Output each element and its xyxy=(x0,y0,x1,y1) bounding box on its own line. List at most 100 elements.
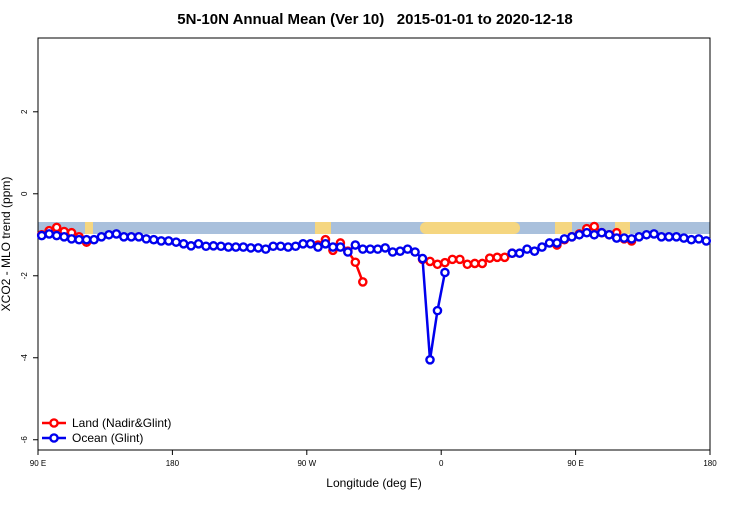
point xyxy=(171,237,181,247)
point xyxy=(350,257,361,268)
point xyxy=(559,234,570,244)
point xyxy=(656,232,667,242)
point xyxy=(701,236,712,246)
x-tick-label: 90 E xyxy=(567,459,583,468)
point xyxy=(305,238,316,249)
point xyxy=(216,241,226,252)
point xyxy=(694,234,704,244)
point xyxy=(148,234,159,245)
point xyxy=(634,232,644,242)
point xyxy=(51,222,62,233)
point xyxy=(238,242,249,252)
point xyxy=(589,221,600,232)
y-axis-label: XCO2 - MLO trend (ppm) xyxy=(0,177,13,312)
point xyxy=(574,229,585,240)
point xyxy=(201,241,211,252)
point xyxy=(104,229,114,240)
point xyxy=(133,232,144,242)
point xyxy=(96,232,107,242)
point xyxy=(44,229,55,239)
point xyxy=(544,238,555,248)
point xyxy=(193,238,204,249)
y-tick-label: -2 xyxy=(20,272,29,280)
point xyxy=(567,232,577,242)
point xyxy=(59,232,69,242)
legend-marker xyxy=(49,433,59,443)
point xyxy=(522,244,532,254)
point xyxy=(402,244,413,254)
point xyxy=(156,236,166,246)
x-tick-label: 90 W xyxy=(297,459,316,468)
point xyxy=(290,241,301,252)
point xyxy=(432,305,443,316)
point xyxy=(365,244,376,254)
point xyxy=(81,234,92,245)
point xyxy=(455,254,465,265)
point xyxy=(664,232,674,242)
point xyxy=(537,242,547,252)
land-patch xyxy=(420,222,520,234)
point xyxy=(141,234,152,244)
point xyxy=(649,229,659,239)
y-tick-label: -4 xyxy=(20,354,29,362)
point xyxy=(671,232,682,242)
point xyxy=(604,229,615,240)
point xyxy=(335,242,346,252)
x-tick-label: 180 xyxy=(166,459,180,468)
point xyxy=(425,256,435,267)
point xyxy=(372,244,383,254)
point xyxy=(231,242,241,252)
point xyxy=(66,234,77,244)
point xyxy=(596,227,607,238)
point xyxy=(350,240,361,250)
point xyxy=(387,247,398,257)
point xyxy=(499,252,510,263)
point xyxy=(432,259,443,270)
point xyxy=(462,259,473,270)
x-tick-label: 90 E xyxy=(30,459,46,468)
point xyxy=(440,267,450,278)
point xyxy=(589,229,600,240)
y-tick-label: 2 xyxy=(20,109,29,114)
point xyxy=(417,253,428,264)
point xyxy=(253,243,264,253)
point xyxy=(484,253,495,263)
point xyxy=(343,247,353,257)
map-strip xyxy=(38,222,710,234)
x-axis-label: Longitude (deg E) xyxy=(326,476,421,490)
point xyxy=(410,247,420,257)
point xyxy=(582,227,592,238)
point xyxy=(223,242,234,252)
point xyxy=(529,246,540,256)
chart-title: 5N-10N Annual Mean (Ver 10) 2015-01-01 t… xyxy=(177,11,572,28)
point xyxy=(268,241,279,252)
point xyxy=(641,229,652,240)
point xyxy=(328,242,338,252)
point xyxy=(552,238,562,248)
land-patch xyxy=(555,222,572,234)
point xyxy=(119,232,129,242)
point xyxy=(283,242,293,252)
point xyxy=(208,241,219,251)
land-patch xyxy=(85,222,93,234)
y-tick-label: -6 xyxy=(20,436,29,444)
point xyxy=(51,230,62,241)
point xyxy=(686,234,697,245)
point xyxy=(186,241,196,251)
point xyxy=(507,248,517,259)
point xyxy=(514,248,525,259)
point xyxy=(477,258,488,269)
point xyxy=(275,241,286,252)
legend-label: Land (Nadir&Glint) xyxy=(72,416,171,430)
point xyxy=(36,230,47,241)
point xyxy=(298,238,308,249)
y-tick-label: 0 xyxy=(20,191,29,196)
point xyxy=(74,234,84,245)
point xyxy=(395,246,405,256)
legend-label: Ocean (Glint) xyxy=(72,431,143,445)
point xyxy=(260,244,271,254)
point xyxy=(178,238,189,249)
point xyxy=(440,257,450,268)
point xyxy=(679,233,689,243)
